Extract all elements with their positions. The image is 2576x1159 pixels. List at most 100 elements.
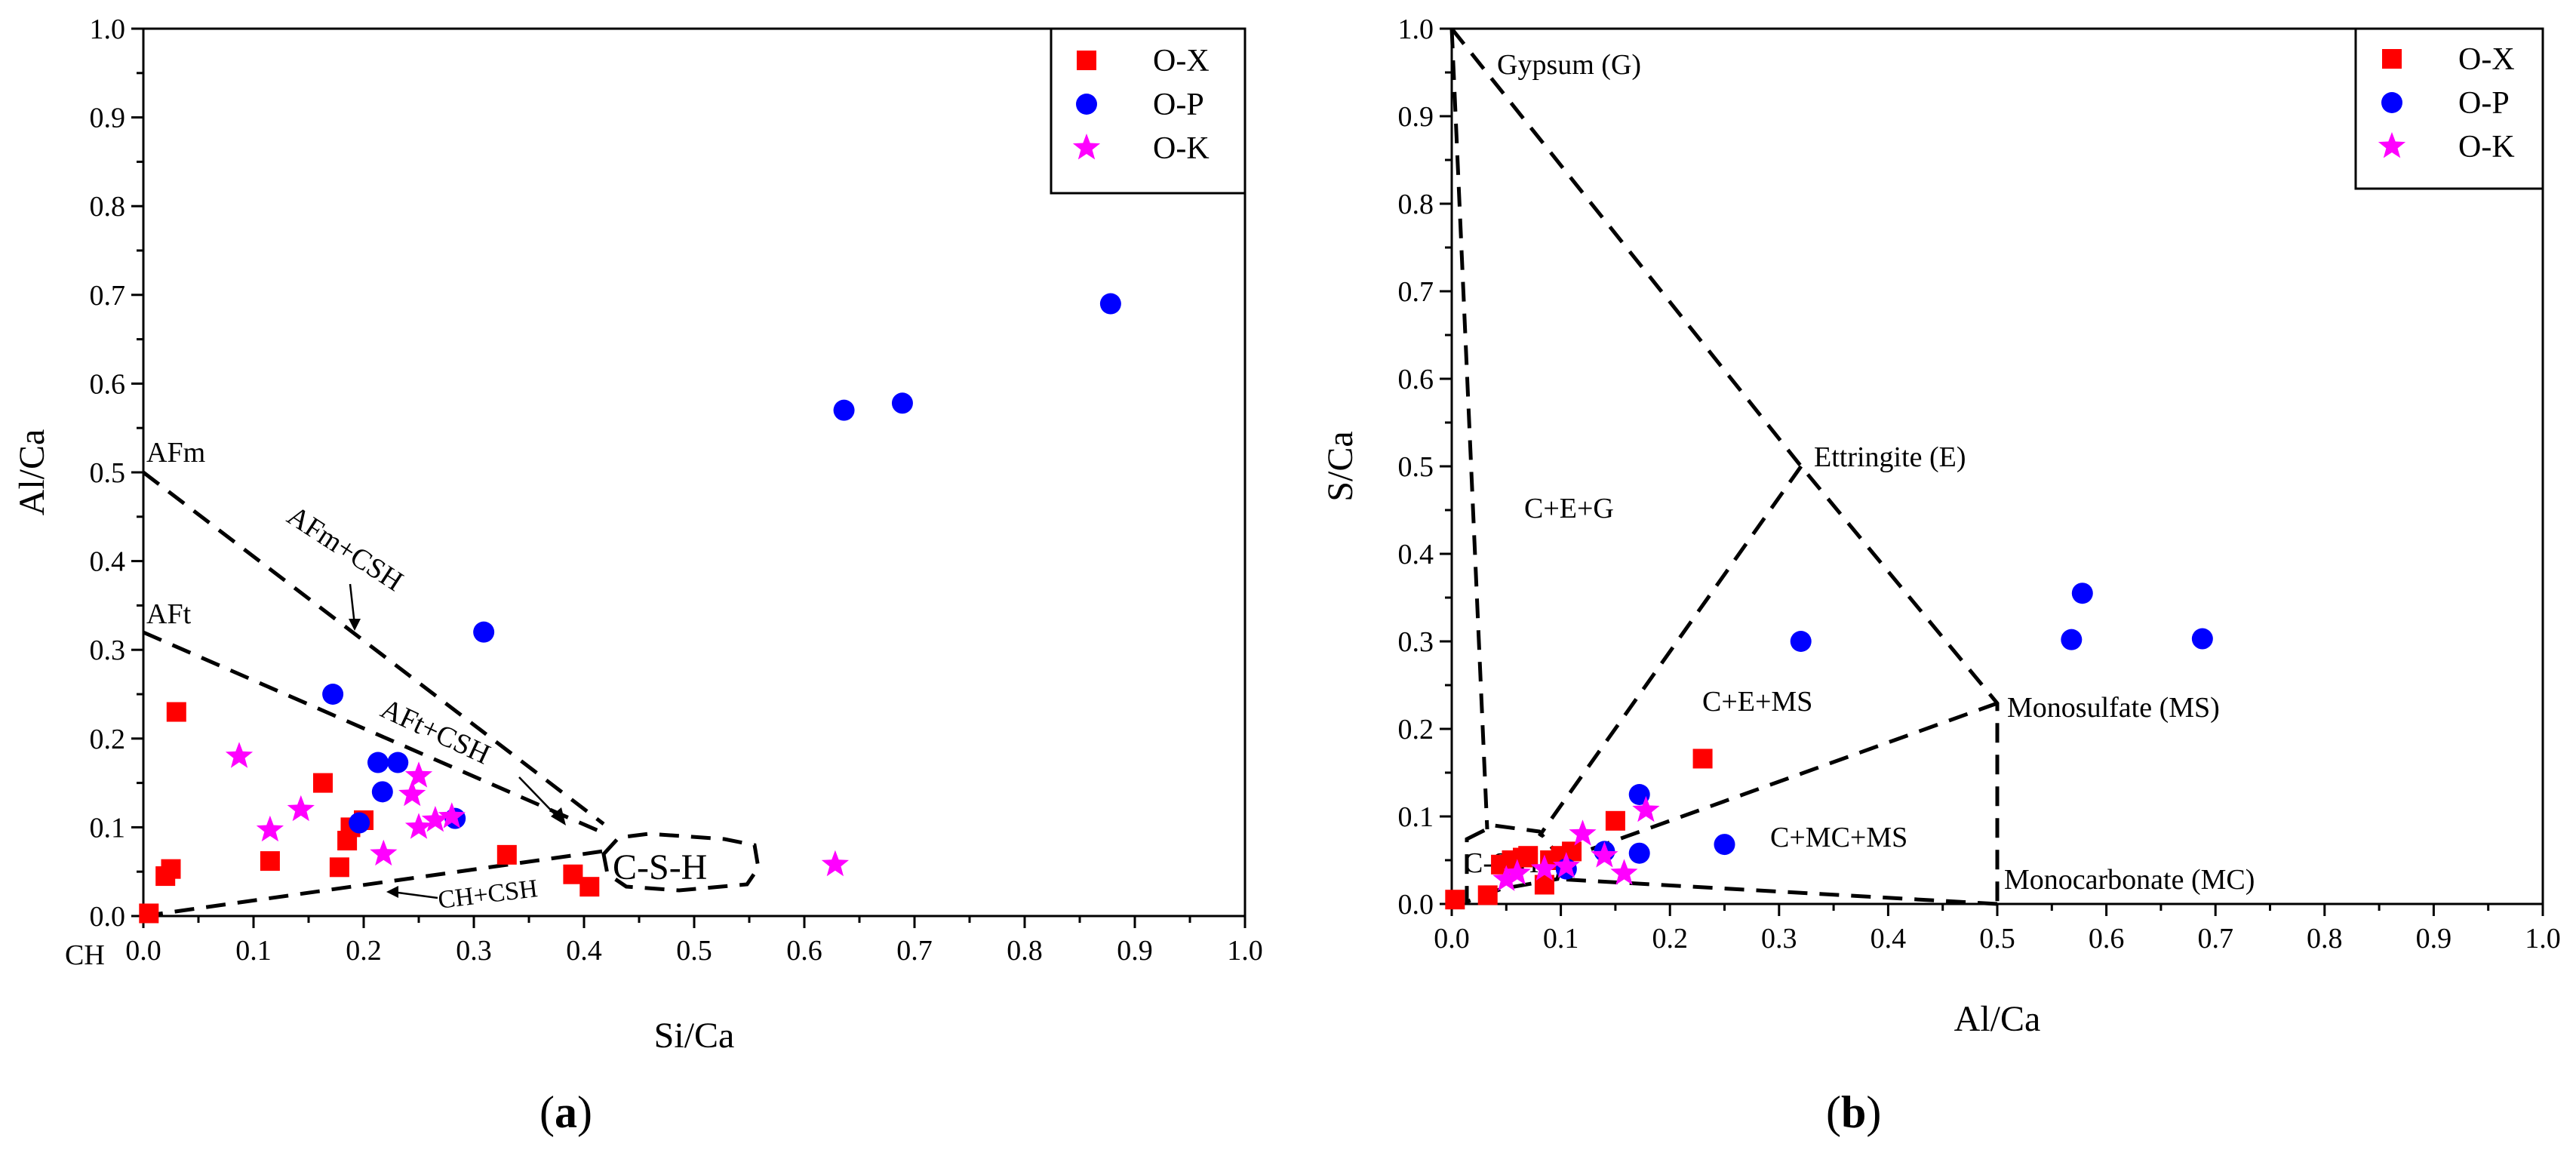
scatter-points-b [1445,583,2213,910]
ms-c-boundary [1539,701,1998,870]
data-point-o-k [225,742,254,768]
data-point-o-p [833,399,855,421]
y-tick-label-a: 0.9 [90,103,126,134]
x-tick-label-b: 1.0 [2525,923,2561,955]
annotation-ch-csh: CH+CSH [436,875,539,915]
data-point-o-p [891,392,913,414]
legend-label-o-k: O-K [2458,130,2515,164]
x-tick-label-b: 0.6 [2089,923,2125,955]
y-tick-label-b: 0.2 [1398,714,1434,746]
annotation-gypsum: Gypsum (G) [1497,49,1641,81]
y-tick-label-b: 0.1 [1398,801,1434,833]
x-tick-label-a: 0.0 [125,935,161,967]
x-axis-label-b: Al/Ca [1954,999,2041,1039]
e-c-boundary [1537,465,1803,838]
y-axis-label-b: S/Ca [1320,431,1360,501]
y-tick-label-a: 1.0 [90,14,126,45]
annotation-ch: CH [65,939,105,971]
afm-csh-arrow [349,583,356,626]
data-point-o-k [1591,841,1618,868]
x-tick-label-a: 0.8 [1007,935,1043,967]
data-point-o-k [821,850,849,877]
legend-marker-o-k [1072,134,1101,160]
panel-a: AFm AFt AFm+CSH AFt+CSH C-S-H CH+CSH CH … [12,14,1263,1137]
x-tick-label-b: 0.8 [2307,923,2343,955]
data-point-o-k [404,761,433,788]
data-point-o-p [349,812,370,834]
x-tick-label-b: 0.0 [1434,923,1470,955]
x-tick-label-b: 0.3 [1761,923,1797,955]
data-point-o-p [2191,628,2213,650]
data-point-o-k [1492,865,1520,891]
data-point-o-x [579,877,600,897]
afm-csh-boundary [142,471,605,825]
data-point-o-k [1569,819,1597,846]
data-point-o-p [2071,583,2093,604]
y-tick-label-a: 0.4 [90,546,126,578]
data-point-o-x [1605,810,1625,831]
panel-letter-a: a [555,1087,577,1137]
aft-csh-boundary [143,630,604,835]
x-tick-label-b: 0.4 [1871,923,1907,955]
x-tick-label-a: 0.4 [566,935,602,967]
afm-csh-arrowhead [349,619,361,631]
data-point-o-x [1445,890,1465,910]
data-point-o-k [438,802,466,829]
y-tick-label-a: 0.3 [90,635,126,666]
aft-csh-arrow [518,776,561,820]
panel-label-b: (b) [1826,1087,1881,1137]
y-tick-label-b: 0.8 [1398,189,1434,220]
legend-label-o-k: O-K [1153,131,1210,166]
y-tick-label-a: 0.5 [90,457,126,489]
legend-marker-o-p [1076,94,1097,115]
x-axis-label-a: Si/Ca [654,1016,735,1056]
csh-region-outline [601,832,761,893]
data-point-o-x [496,844,517,865]
x-tick-label-b: 0.9 [2416,923,2452,955]
legend-marker-o-p [2381,92,2402,113]
legend-marker-o-x [2382,49,2402,69]
data-point-o-p [1790,631,1812,652]
annotation-afm-csh: AFm+CSH [281,500,408,598]
annotation-arrows-a [349,583,566,899]
data-point-o-p [473,621,495,643]
axis-ticks-a: 0.0 0.1 0.2 0.3 0.4 0.5 0.6 0.7 0.8 0.9 1.0 0.0 0.1 0… [90,14,1263,967]
y-tick-label-b: 0.3 [1398,626,1434,658]
panel-label-a: (a) [539,1087,592,1137]
data-point-o-x [139,903,159,924]
y-tick-label-a: 0.6 [90,368,126,400]
legend-label-o-p: O-P [2458,86,2510,121]
scatter-points-a [139,293,1121,924]
x-tick-label-a: 0.6 [786,935,822,967]
x-tick-label-b: 0.7 [2197,923,2233,955]
y-tick-label-b: 0.6 [1398,364,1434,395]
annotation-aft: AFt [146,598,192,630]
legend-label-o-p: O-P [1153,88,1204,122]
data-point-o-k [421,806,449,832]
data-point-o-k [1632,795,1660,822]
data-point-o-x [161,859,181,879]
axis-ticks-b: 0.0 0.1 0.2 0.3 0.4 0.5 0.6 0.7 0.8 0.9 1.0 0.0 0.1 0… [1398,14,2561,955]
y-tick-label-b: 0.4 [1398,539,1434,570]
annotation-ceg: C+E+G [1524,493,1614,524]
y-tick-label-b: 0.5 [1398,451,1434,483]
x-tick-label-a: 0.1 [235,935,272,967]
data-point-o-p [387,752,409,773]
data-point-o-p [367,752,389,773]
y-tick-label-b: 1.0 [1398,14,1434,45]
annotations-a: AFm AFt AFm+CSH AFt+CSH C-S-H CH+CSH CH [65,437,707,971]
x-tick-label-a: 1.0 [1227,935,1263,967]
data-point-o-p [322,684,344,705]
mc-c-boundary [1557,877,1998,906]
data-point-o-x [166,702,186,722]
x-tick-label-b: 0.1 [1543,923,1579,955]
data-point-o-x [1692,749,1713,769]
g-c-boundary [1449,28,1489,830]
annotation-monocarbonate: Monocarbonate (MC) [2004,864,2255,896]
data-point-o-k [287,795,315,822]
data-point-o-p [2061,629,2083,650]
g-e-ms-boundary [1450,27,2000,904]
y-axis-label-a: Al/Ca [12,429,52,516]
x-tick-label-b: 0.5 [1979,923,2015,955]
phase-boundaries-a [142,471,761,918]
